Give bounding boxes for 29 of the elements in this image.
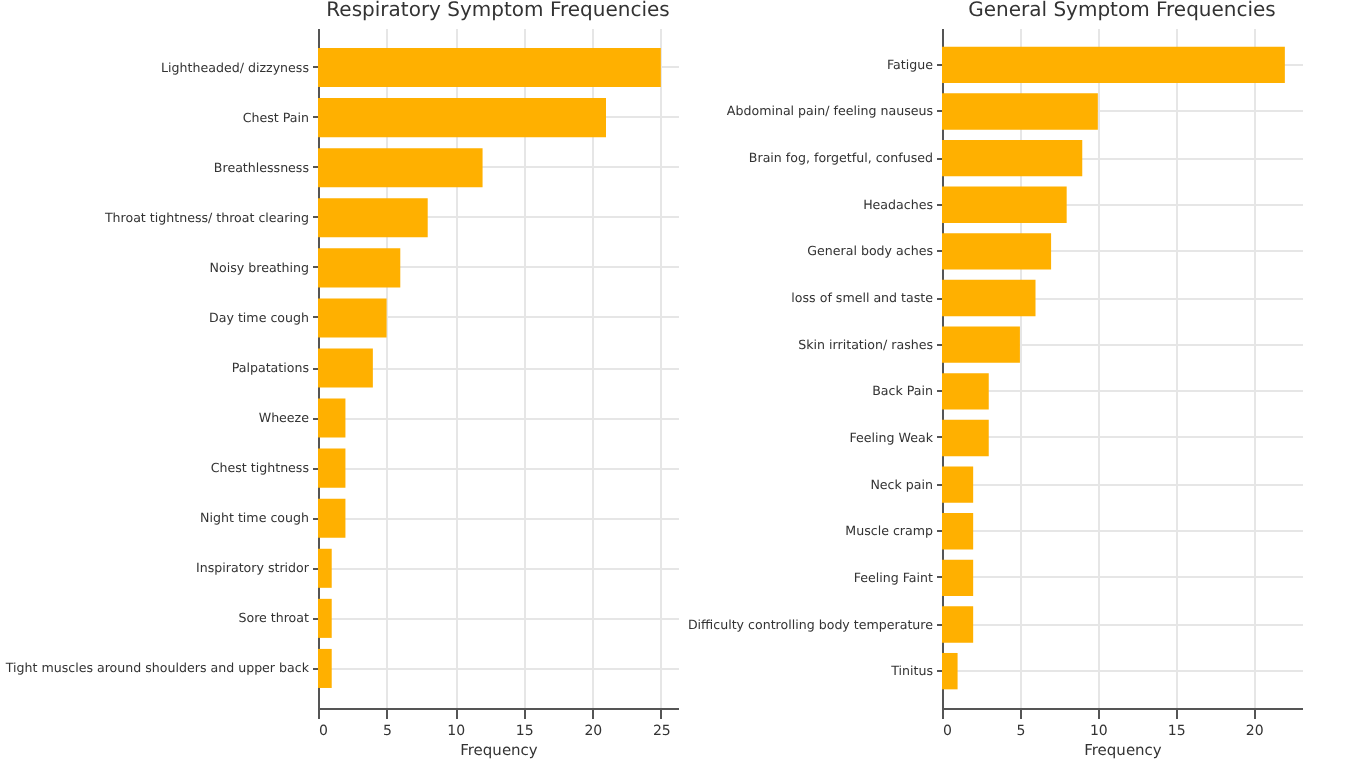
chart-title: General Symptom Frequencies: [968, 0, 1276, 22]
bar: [318, 348, 373, 388]
chart-title: Respiratory Symptom Frequencies: [326, 0, 670, 22]
bar: [942, 46, 1285, 84]
bar: [318, 98, 606, 138]
bar: [942, 559, 974, 597]
bar: [942, 513, 974, 550]
bar: [318, 448, 346, 488]
bar: [318, 298, 387, 338]
bar: [942, 233, 1052, 270]
bar: [942, 373, 989, 410]
bar: [318, 48, 661, 88]
bar: [318, 248, 401, 288]
bar: [942, 466, 974, 503]
bar: [942, 419, 989, 457]
bar: [942, 279, 1036, 317]
bar: [318, 598, 332, 638]
bar: [942, 93, 1098, 130]
bar: [318, 548, 332, 588]
bar: [942, 326, 1020, 363]
bar: [318, 148, 483, 188]
bar: [942, 186, 1067, 223]
bar: [942, 652, 958, 690]
bar: [318, 398, 346, 438]
bar: [318, 648, 332, 688]
bar: [318, 198, 428, 238]
bar: [942, 139, 1083, 177]
bar: [318, 498, 346, 538]
bar: [942, 606, 974, 643]
